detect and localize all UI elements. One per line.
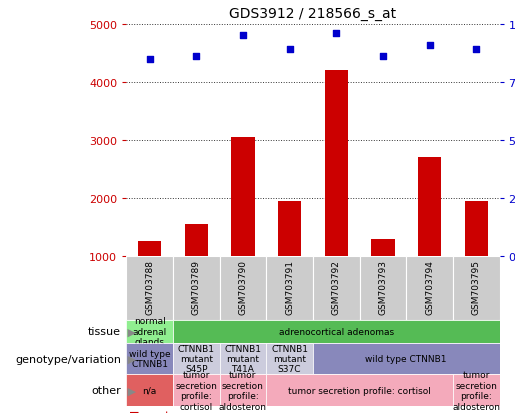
Text: wild type
CTNNB1: wild type CTNNB1: [129, 349, 170, 368]
Bar: [126, 343, 173, 375]
Text: GSM703793: GSM703793: [379, 259, 387, 314]
Point: [239, 33, 247, 40]
Bar: [359, 256, 406, 320]
Bar: [278, 201, 301, 314]
Bar: [231, 138, 254, 314]
Text: ▶: ▶: [124, 354, 135, 364]
Text: adrenocortical adenomas: adrenocortical adenomas: [279, 327, 394, 336]
Bar: [266, 343, 313, 375]
Text: ■: ■: [129, 410, 139, 413]
Bar: [313, 256, 359, 320]
Text: GSM703788: GSM703788: [145, 259, 154, 314]
Bar: [313, 343, 500, 375]
Text: n/a: n/a: [142, 386, 157, 395]
Point: [192, 54, 200, 60]
Bar: [126, 320, 173, 343]
Text: tumor
secretion
profile:
aldosteron: tumor secretion profile: aldosteron: [452, 370, 500, 411]
Text: GSM703790: GSM703790: [238, 259, 247, 314]
Bar: [453, 375, 500, 406]
Point: [425, 42, 434, 49]
Bar: [219, 375, 266, 406]
Bar: [184, 224, 208, 314]
Point: [332, 31, 340, 37]
Point: [472, 47, 480, 54]
Text: tissue: tissue: [88, 326, 121, 337]
Text: wild type CTNNB1: wild type CTNNB1: [366, 354, 447, 363]
Bar: [266, 375, 453, 406]
Text: ▶: ▶: [124, 385, 135, 396]
Bar: [173, 375, 219, 406]
Bar: [324, 71, 348, 314]
Text: tumor
secretion
profile:
cortisol: tumor secretion profile: cortisol: [175, 370, 217, 411]
Title: GDS3912 / 218566_s_at: GDS3912 / 218566_s_at: [229, 7, 397, 21]
Text: CTNNB1
mutant
T41A: CTNNB1 mutant T41A: [225, 344, 261, 373]
Bar: [138, 242, 161, 314]
Text: ▶: ▶: [124, 326, 135, 337]
Bar: [465, 201, 488, 314]
Bar: [173, 320, 500, 343]
Text: count: count: [131, 410, 170, 413]
Text: CTNNB1
mutant
S45P: CTNNB1 mutant S45P: [178, 344, 215, 373]
Bar: [406, 256, 453, 320]
Bar: [173, 343, 219, 375]
Text: GSM703789: GSM703789: [192, 259, 201, 314]
Bar: [371, 240, 394, 314]
Bar: [453, 256, 500, 320]
Text: other: other: [91, 385, 121, 396]
Bar: [219, 343, 266, 375]
Text: tumor
secretion
profile:
aldosteron: tumor secretion profile: aldosteron: [219, 370, 267, 411]
Point: [285, 47, 294, 54]
Text: GSM703795: GSM703795: [472, 259, 480, 314]
Text: CTNNB1
mutant
S37C: CTNNB1 mutant S37C: [271, 344, 308, 373]
Text: GSM703791: GSM703791: [285, 259, 294, 314]
Text: GSM703792: GSM703792: [332, 259, 341, 314]
Bar: [266, 256, 313, 320]
Bar: [173, 256, 219, 320]
Bar: [219, 256, 266, 320]
Bar: [126, 375, 173, 406]
Text: GSM703794: GSM703794: [425, 259, 434, 314]
Point: [379, 54, 387, 60]
Text: genotype/variation: genotype/variation: [15, 354, 121, 364]
Point: [145, 56, 153, 63]
Bar: [418, 158, 441, 314]
Text: tumor secretion profile: cortisol: tumor secretion profile: cortisol: [288, 386, 431, 395]
Bar: [126, 256, 173, 320]
Text: normal
adrenal
glands: normal adrenal glands: [132, 317, 167, 346]
